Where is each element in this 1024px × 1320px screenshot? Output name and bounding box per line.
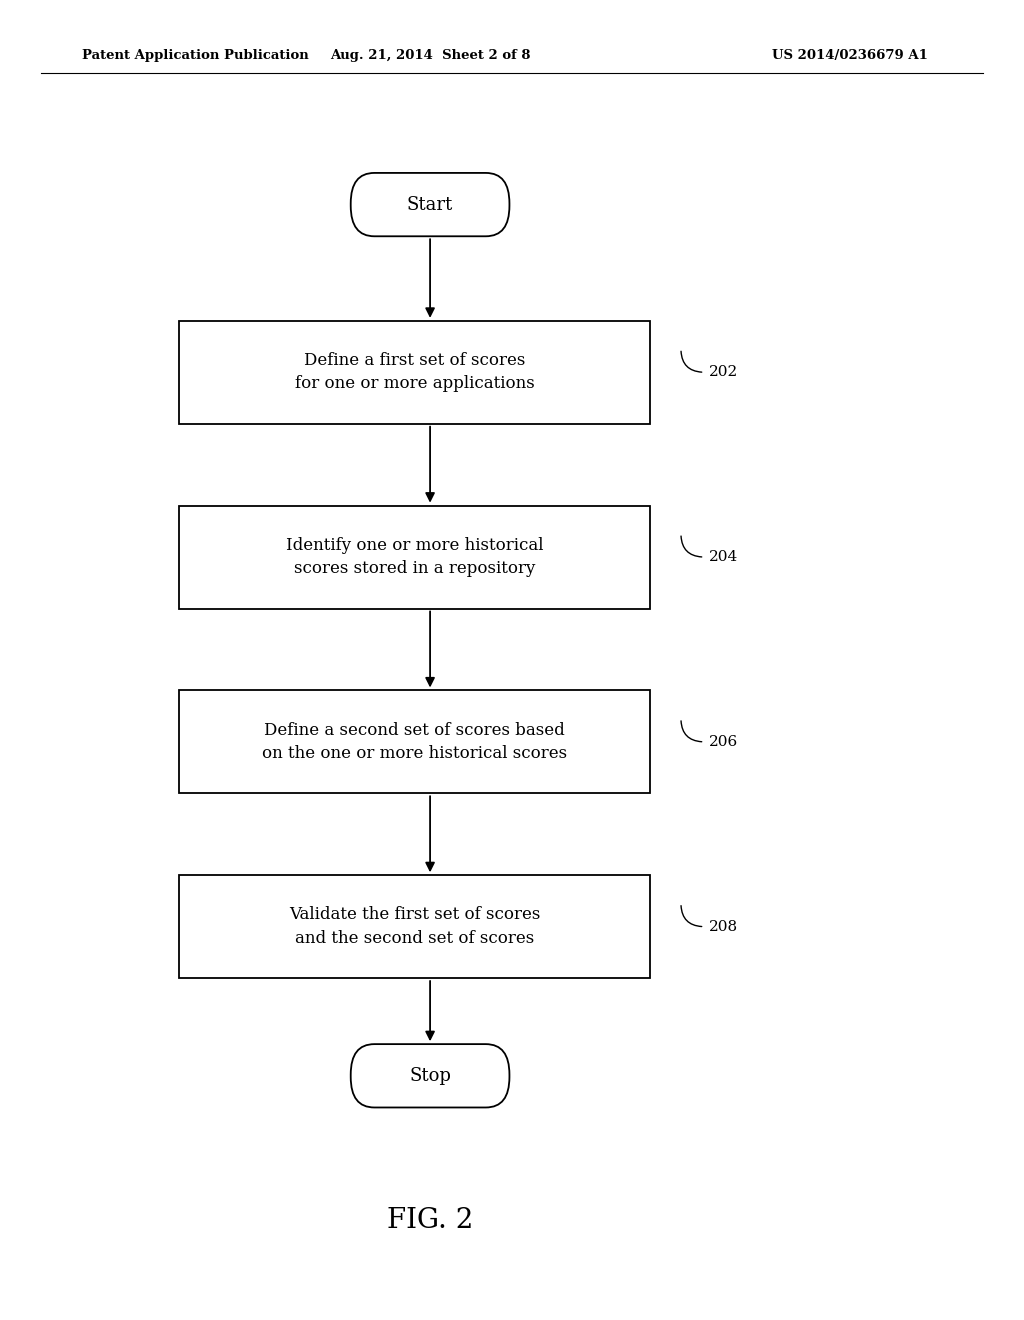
Text: Validate the first set of scores
and the second set of scores: Validate the first set of scores and the…	[289, 907, 541, 946]
Text: US 2014/0236679 A1: US 2014/0236679 A1	[772, 49, 928, 62]
Text: Start: Start	[407, 195, 454, 214]
Text: 208: 208	[709, 920, 737, 933]
FancyBboxPatch shape	[350, 173, 509, 236]
Text: Aug. 21, 2014  Sheet 2 of 8: Aug. 21, 2014 Sheet 2 of 8	[330, 49, 530, 62]
FancyBboxPatch shape	[179, 875, 650, 978]
Text: Define a second set of scores based
on the one or more historical scores: Define a second set of scores based on t…	[262, 722, 567, 762]
FancyBboxPatch shape	[179, 690, 650, 793]
FancyBboxPatch shape	[179, 506, 650, 609]
Text: Stop: Stop	[410, 1067, 451, 1085]
Text: FIG. 2: FIG. 2	[387, 1208, 473, 1234]
Text: 206: 206	[709, 735, 738, 748]
FancyBboxPatch shape	[179, 321, 650, 424]
Text: 202: 202	[709, 366, 738, 379]
Text: Define a first set of scores
for one or more applications: Define a first set of scores for one or …	[295, 352, 535, 392]
Text: Patent Application Publication: Patent Application Publication	[82, 49, 308, 62]
Text: Identify one or more historical
scores stored in a repository: Identify one or more historical scores s…	[286, 537, 544, 577]
FancyBboxPatch shape	[350, 1044, 509, 1107]
Text: 204: 204	[709, 550, 738, 564]
